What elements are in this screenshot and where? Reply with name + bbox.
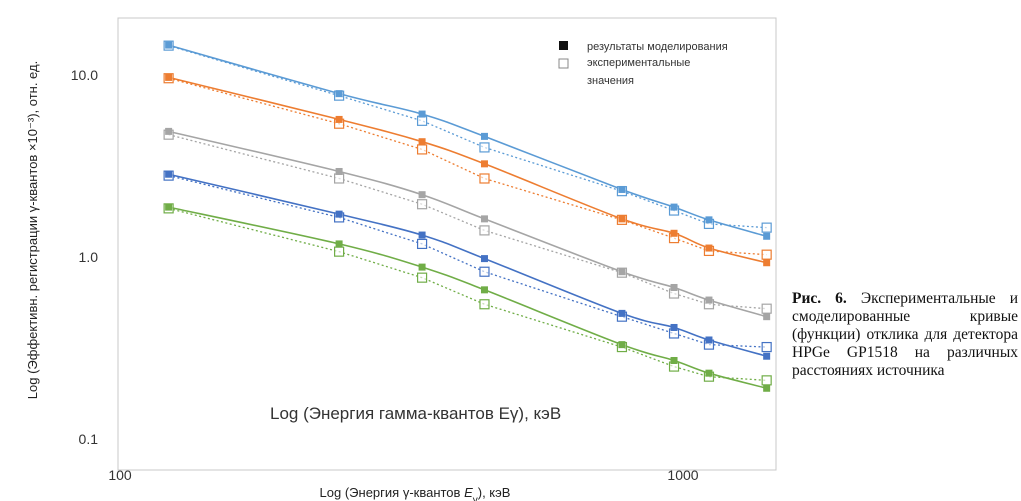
simulated-point [670,203,678,211]
legend-simulated-label: результаты моделирования [587,41,728,53]
simulated-point [705,244,713,252]
simulated-point [618,185,626,193]
legend-experimental-label-1: экспериментальные [587,57,690,69]
experimental-point [416,199,428,210]
figure-caption-text: Экспериментальные и смоделированные крив… [792,290,1018,379]
simulated-point [335,240,343,248]
experimental-line [168,77,767,256]
simulated-point [705,369,713,377]
simulated-point [705,336,713,344]
simulated-point [480,215,488,223]
simulated-point [670,229,678,237]
inner-axis-label: Log (Энергия гамма-квантов Eγ), кэВ [270,404,561,423]
experimental-point [761,375,772,386]
simulated-point [335,115,343,123]
figure-number: Рис. 6. [792,290,847,307]
simulated-point [480,160,488,168]
experimental-point [761,222,772,233]
series-group [163,40,772,240]
simulated-line [168,173,767,357]
x-axis-label: Log (Энергия γ-квантов Eγ), кэВ [320,485,511,501]
simulated-point [618,341,626,349]
simulated-point [618,215,626,223]
simulated-point [480,286,488,294]
series-group [163,170,772,360]
simulated-point [165,170,173,178]
simulated-point [165,41,173,49]
experimental-point [761,249,772,260]
simulated-point [165,127,173,135]
simulated-point [418,110,426,118]
y-tick-label: 0.1 [79,431,99,447]
simulated-point [165,73,173,81]
experimental-point [479,299,490,310]
experimental-point [479,142,490,153]
simulated-line [168,206,767,390]
simulated-point [418,263,426,271]
experimental-point [334,173,345,184]
simulated-point [705,216,713,224]
simulated-point [480,255,488,263]
x-tick-label: 100 [108,467,132,483]
simulated-line [168,130,767,318]
simulated-point [618,268,626,276]
simulated-point [418,138,426,146]
experimental-point [479,173,490,184]
simulated-point [705,296,713,304]
experimental-point [761,341,772,353]
simulated-point [418,191,426,199]
legend-experimental-marker [558,58,569,69]
y-axis-label: Log (Эффективн. регистрации γ-квантов ×1… [25,61,40,399]
series-group [163,127,772,321]
simulated-point [763,313,771,321]
simulated-point [670,323,678,331]
experimental-point [416,144,428,155]
experimental-point [416,272,428,283]
simulated-point [618,309,626,317]
experimental-point [479,266,490,277]
legend: результаты моделирования экспериментальн… [558,41,728,87]
simulated-line [168,76,767,264]
simulated-point [763,352,771,360]
experimental-point [416,115,428,126]
series-group [163,203,772,392]
experimental-point [761,303,772,314]
experimental-point [416,238,428,250]
legend-simulated-marker [559,41,568,50]
simulated-point [418,231,426,239]
simulated-point [670,356,678,364]
simulated-point [335,90,343,98]
y-tick-label: 1.0 [79,249,99,265]
simulated-point [335,210,343,218]
y-tick-label: 10.0 [71,67,98,83]
simulated-point [480,132,488,140]
simulated-point [670,283,678,291]
simulated-line [168,44,767,238]
experimental-line [168,174,767,348]
simulated-point [763,259,771,267]
simulated-point [335,167,343,175]
simulated-point [763,232,771,240]
figure-caption: Рис. 6. Экспериментальные и смоделирован… [792,290,1018,380]
x-tick-label: 1000 [667,467,698,483]
experimental-point [479,225,490,236]
experimental-line [168,45,767,229]
experimental-point [334,246,345,257]
series-group [163,73,772,267]
simulated-point [763,384,771,392]
legend-experimental-label-2: значения [587,75,634,87]
simulated-point [165,203,173,211]
experimental-line [168,134,767,310]
experimental-line [168,207,767,382]
